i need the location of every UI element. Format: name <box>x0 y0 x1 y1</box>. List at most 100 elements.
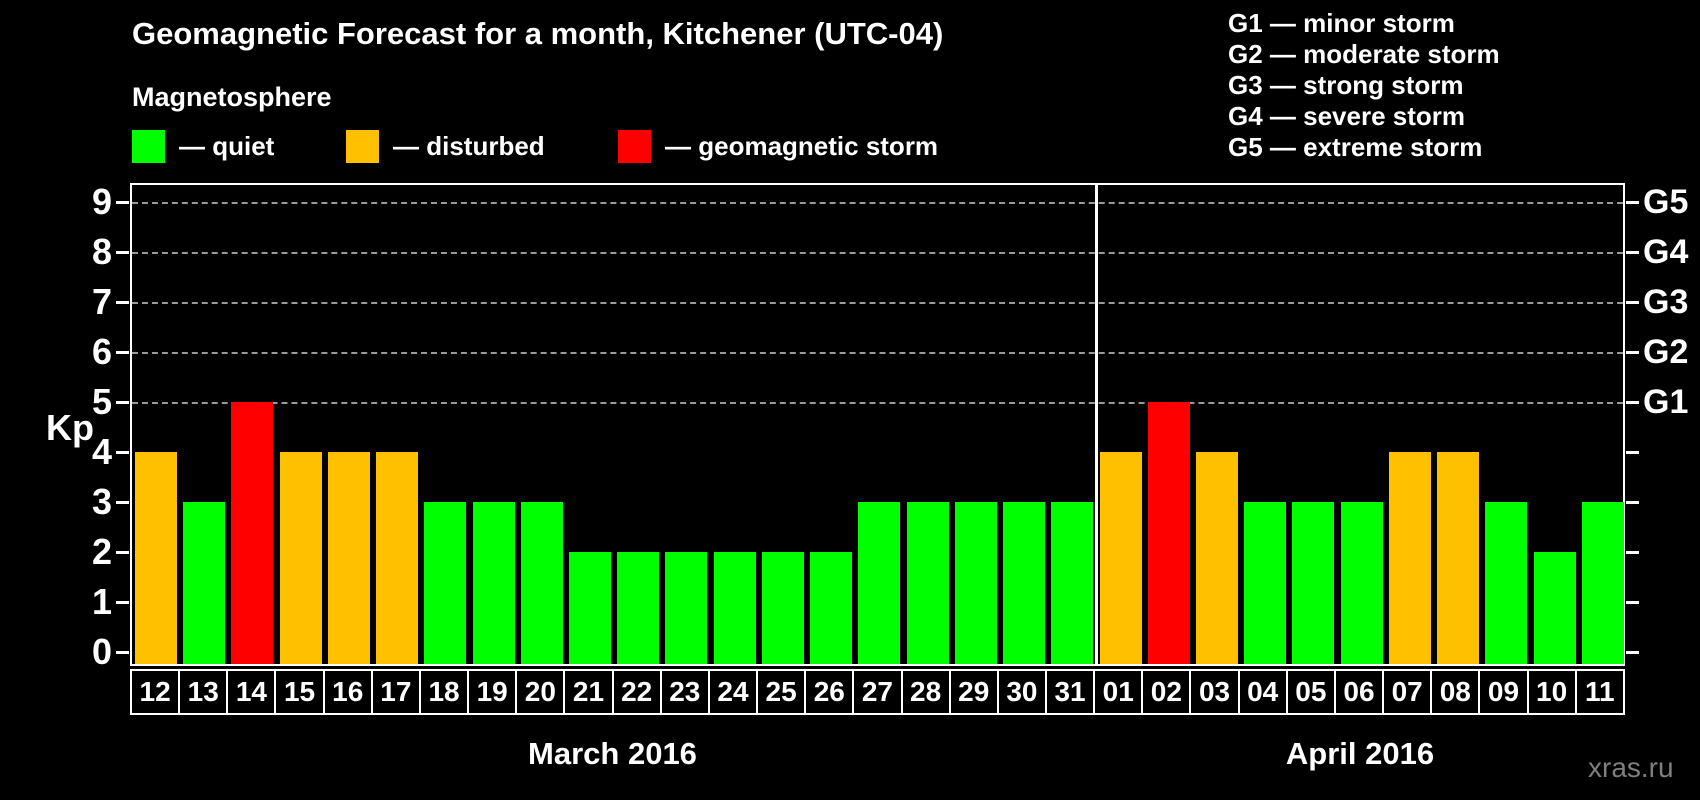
kp-bar <box>376 452 418 664</box>
gridline-kp6 <box>132 352 1623 354</box>
y-tick-label: 2 <box>91 531 112 572</box>
y-tick-label: 7 <box>91 281 112 322</box>
kp-bar <box>1437 452 1479 664</box>
y-tick-label: 6 <box>91 331 112 372</box>
date-cell: 02 <box>1141 669 1192 715</box>
y-axis-tick <box>116 651 129 654</box>
date-cell: 11 <box>1574 669 1625 715</box>
y-tick-label: 9 <box>91 181 112 222</box>
date-cell: 15 <box>274 669 325 715</box>
storm-scale-line-g3: G3 — strong storm <box>1228 70 1464 100</box>
right-axis-tick <box>1626 651 1639 654</box>
date-cell: 14 <box>226 669 277 715</box>
y-tick-label: 8 <box>91 231 112 272</box>
y-tick-label: 1 <box>91 581 112 622</box>
kp-bar <box>328 452 370 664</box>
y-tick-label: 4 <box>91 431 112 472</box>
legend-label-storm: — geomagnetic storm <box>665 131 939 161</box>
disturbed-swatch-icon <box>346 130 379 163</box>
right-axis-tick <box>1626 551 1639 554</box>
gridline-kp7 <box>132 302 1623 304</box>
chart-subtitle: Magnetosphere <box>132 82 332 112</box>
kp-bar <box>810 552 852 664</box>
date-cell: 28 <box>900 669 951 715</box>
y-axis-label-kp: Kp <box>46 407 94 448</box>
right-axis-label-g1: G1 <box>1643 383 1689 421</box>
kp-bar <box>665 552 707 664</box>
date-cell: 10 <box>1526 669 1577 715</box>
kp-bar <box>1100 452 1142 664</box>
date-cell: 08 <box>1430 669 1481 715</box>
date-cell: 25 <box>756 669 807 715</box>
y-axis-tick <box>116 351 129 354</box>
date-cell: 21 <box>563 669 614 715</box>
date-cell: 24 <box>707 669 759 715</box>
quiet-swatch-icon <box>132 130 165 163</box>
storm-swatch-icon <box>618 130 651 163</box>
kp-bar <box>1003 502 1045 664</box>
y-axis-tick <box>116 301 129 304</box>
y-axis-tick <box>116 451 129 454</box>
kp-bar <box>762 552 804 664</box>
kp-bar <box>617 552 659 664</box>
kp-bar <box>135 452 177 664</box>
kp-bar <box>1244 502 1286 664</box>
date-cell: 30 <box>996 669 1047 715</box>
kp-bar <box>473 502 515 664</box>
right-axis-tick <box>1626 301 1639 304</box>
kp-bar <box>280 452 322 664</box>
right-axis-label-g5: G5 <box>1643 183 1689 221</box>
kp-bar <box>858 502 900 664</box>
storm-scale-line-g2: G2 — moderate storm <box>1228 39 1500 69</box>
legend-label-disturbed: — disturbed <box>393 131 545 161</box>
kp-bar <box>1292 502 1334 664</box>
right-axis-tick <box>1626 351 1639 354</box>
y-axis-tick <box>116 501 129 504</box>
gridline-kp5 <box>132 402 1623 404</box>
storm-scale-line-g1: G1 — minor storm <box>1228 8 1455 38</box>
kp-bar <box>1389 452 1431 664</box>
legend-item-quiet: — quiet <box>132 130 274 163</box>
gridline-kp9 <box>132 202 1623 204</box>
date-cell: 17 <box>370 669 421 715</box>
right-axis-tick <box>1626 451 1639 454</box>
kp-bar <box>521 502 563 664</box>
y-axis-tick <box>116 551 129 554</box>
storm-scale-line-g5: G5 — extreme storm <box>1228 132 1483 162</box>
y-tick-label: 3 <box>91 481 112 522</box>
date-cell: 01 <box>1093 669 1144 715</box>
storm-scale-line-g4: G4 — severe storm <box>1228 101 1466 131</box>
kp-bar <box>714 552 756 664</box>
date-cell: 23 <box>659 669 710 715</box>
right-axis-tick <box>1626 401 1639 404</box>
date-cell: 09 <box>1478 669 1529 715</box>
kp-bar <box>1051 502 1093 664</box>
plot-area: Kp 0 1 2 3 4 5 6 7 8 9 G1 G2 G3 G4 G5 <box>46 181 1688 672</box>
kp-bar <box>1341 502 1383 664</box>
legend-item-disturbed: — disturbed <box>346 130 545 163</box>
kp-bar <box>569 552 611 664</box>
date-cell: 12 <box>130 669 181 715</box>
y-axis-tick <box>116 601 129 604</box>
y-tick-label: 0 <box>91 631 112 672</box>
y-tick-label: 5 <box>91 381 112 422</box>
right-axis-tick <box>1626 601 1639 604</box>
kp-bar <box>424 502 466 664</box>
kp-bar <box>1534 552 1576 664</box>
x-axis-date-row: 12 13 14 15 16 17 18 19 20 21 22 23 24 25 26 27 28 29 30 31… <box>130 669 1625 715</box>
plot-canvas: 0 1 2 3 4 5 6 7 8 9 G1 G2 G3 G4 G5 <box>92 181 1688 672</box>
kp-bar <box>1148 402 1190 664</box>
y-axis-tick <box>116 401 129 404</box>
right-axis-tick <box>1626 201 1639 204</box>
y-axis-tick <box>116 251 129 254</box>
month-label-april: April 2016 <box>1285 736 1435 771</box>
kp-bar <box>1196 452 1238 664</box>
month-divider <box>1095 185 1098 664</box>
y-axis-tick <box>116 201 129 204</box>
right-axis-tick <box>1626 251 1639 254</box>
kp-bar <box>231 402 273 664</box>
date-cell: 16 <box>322 669 373 715</box>
date-cell: 29 <box>948 669 999 715</box>
right-axis-label-g4: G4 <box>1643 233 1689 271</box>
date-cell: 22 <box>611 669 662 715</box>
